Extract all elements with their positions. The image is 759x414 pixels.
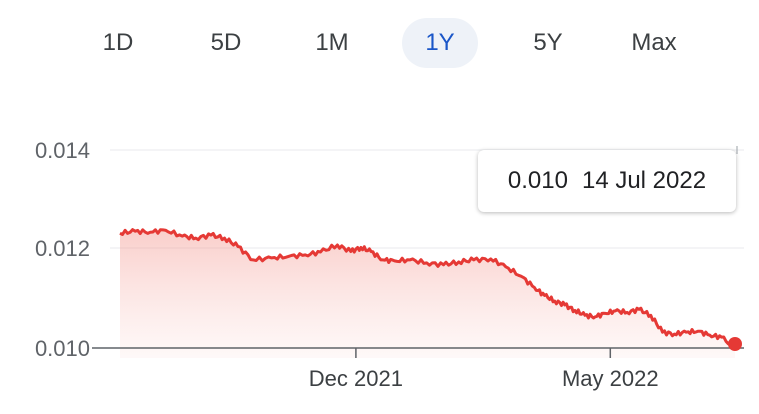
current-value-marker (728, 337, 742, 351)
tooltip-value: 0.010 (507, 167, 568, 194)
y-tick-label: 0.010 (35, 336, 90, 361)
y-tick-label: 0.012 (35, 236, 90, 261)
time-range-tabs: 1D 5D 1M 1Y 5Y Max (78, 18, 718, 68)
tab-5d[interactable]: 5D (210, 29, 242, 56)
series-line (119, 228, 736, 350)
tab-1y[interactable]: 1Y (402, 18, 478, 68)
tab-1m[interactable]: 1M (315, 29, 349, 56)
y-tick-label: 0.014 (35, 138, 90, 163)
tab-max[interactable]: Max (631, 29, 677, 56)
x-tick-label: Dec 2021 (309, 366, 403, 391)
tab-5y[interactable]: 5Y (533, 29, 563, 56)
hover-tooltip: 0.010 14 Jul 2022 (478, 150, 736, 212)
area-fill (120, 229, 735, 358)
x-tick-label: May 2022 (562, 366, 659, 391)
tooltip-date: 14 Jul 2022 (581, 167, 707, 194)
tab-1d[interactable]: 1D (102, 29, 134, 56)
